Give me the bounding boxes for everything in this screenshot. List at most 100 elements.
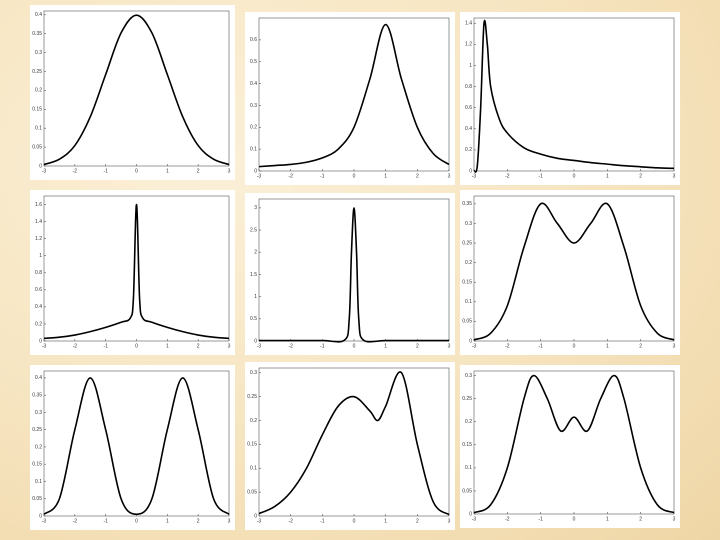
chart-panel: -3 -2 -1 0 1 2 3 0 0.5 1 1.5 2 2.5 3 [245, 193, 455, 355]
y-tick-label: 1.2 [465, 42, 472, 48]
x-tick-label: 2 [416, 343, 419, 349]
x-tick-label: -3 [472, 516, 477, 522]
y-tick-label: 0.3 [250, 103, 257, 109]
density-line [258, 23, 450, 168]
x-tick-label: 3 [228, 343, 231, 349]
y-tick-label: 1.2 [35, 236, 42, 242]
chart-panel: -3 -2 -1 0 1 2 3 0 0.1 0.2 0.3 0.4 0.5 0.6 [245, 12, 455, 185]
y-tick-label: 1 [469, 63, 472, 69]
x-tick-label: 0 [353, 173, 356, 179]
y-tick-label: 0.2 [465, 147, 472, 153]
y-tick-label: 0.4 [35, 304, 42, 310]
x-tick-label: 0 [135, 343, 138, 349]
y-tick-label: 0.15 [32, 462, 42, 468]
x-tick-label: -1 [103, 343, 108, 349]
y-tick-label: 0.1 [250, 146, 257, 152]
y-tick-label: 0.15 [32, 107, 42, 113]
x-tick-label: 2 [197, 518, 200, 524]
y-tick-label: 0.5 [250, 59, 257, 65]
panel-background [30, 5, 235, 180]
y-tick-label: 0 [254, 513, 257, 519]
x-tick-label: -1 [320, 173, 325, 179]
y-tick-label: 0.2 [35, 88, 42, 94]
x-tick-label: -3 [472, 343, 477, 349]
panel-background [30, 190, 235, 355]
x-tick-label: -3 [42, 343, 47, 349]
y-tick-label: 0 [469, 168, 472, 174]
x-tick-label: -3 [472, 173, 477, 179]
x-tick-label: 0 [573, 173, 576, 179]
density-line [258, 371, 450, 516]
x-tick-label: 2 [197, 343, 200, 349]
y-tick-label: 0.5 [250, 316, 257, 322]
y-tick-label: 1 [39, 253, 42, 259]
x-tick-label: 2 [639, 343, 642, 349]
y-tick-label: 0.6 [250, 37, 257, 43]
y-tick-label: 0.1 [35, 479, 42, 485]
x-tick-label: -2 [505, 173, 510, 179]
x-tick-label: 2 [416, 518, 419, 524]
y-tick-label: 0.2 [35, 444, 42, 450]
x-tick-label: 3 [673, 173, 676, 179]
x-tick-label: -2 [288, 518, 293, 524]
y-tick-label: 0.35 [462, 201, 472, 207]
y-tick-label: 0.1 [250, 466, 257, 472]
panel-background [460, 12, 680, 185]
x-tick-label: 2 [197, 168, 200, 174]
y-tick-label: 0.25 [462, 396, 472, 402]
y-tick-label: 2.5 [250, 227, 257, 233]
density-line [473, 374, 675, 514]
density-line [259, 207, 449, 343]
chart-panel: -3 -2 -1 0 1 2 3 0 0.05 0.1 0.15 0.2 0.25 0.3 [460, 365, 680, 528]
y-tick-label: 0 [39, 338, 42, 344]
x-tick-label: 2 [416, 173, 419, 179]
y-tick-label: 0.3 [465, 373, 472, 379]
x-tick-label: 1 [166, 343, 169, 349]
chart-panel: -3 -2 -1 0 1 2 3 0 0.2 0.4 0.6 0.8 1 1.2 1.4 1.6 [30, 190, 235, 355]
y-tick-label: 0.15 [247, 442, 257, 448]
y-tick-label: 0.25 [462, 240, 472, 246]
y-tick-label: 0.4 [35, 375, 42, 381]
x-tick-label: -1 [538, 173, 543, 179]
x-tick-label: -2 [505, 343, 510, 349]
x-tick-label: -1 [103, 518, 108, 524]
x-tick-label: -3 [257, 343, 262, 349]
x-tick-label: -3 [42, 168, 47, 174]
x-tick-label: -2 [73, 343, 78, 349]
chart-panel: -3 -2 -1 0 1 2 3 0 0.05 0.1 0.15 0.2 0.25 0.3 0.35 0.4 [30, 5, 235, 180]
x-tick-label: -3 [257, 518, 262, 524]
y-tick-label: 0.05 [462, 319, 472, 325]
x-tick-label: 2 [639, 173, 642, 179]
y-tick-label: 0 [254, 168, 257, 174]
density-line [43, 203, 230, 340]
x-tick-label: 1 [384, 518, 387, 524]
y-tick-label: 0.15 [462, 280, 472, 286]
x-tick-label: 3 [673, 516, 676, 522]
y-tick-label: 0.05 [247, 489, 257, 495]
chart-panel: -3 -2 -1 0 1 2 3 0 0.2 0.4 0.6 0.8 1 1.2 1.4 [460, 12, 680, 185]
y-tick-label: 0 [39, 513, 42, 519]
y-tick-label: 0.3 [35, 50, 42, 56]
x-tick-label: 0 [353, 518, 356, 524]
y-tick-label: 0 [39, 163, 42, 169]
x-tick-label: 1 [384, 173, 387, 179]
chart-panel: -3 -2 -1 0 1 2 3 0 0.05 0.1 0.15 0.2 0.25 0.3 [245, 362, 455, 530]
x-tick-label: -3 [42, 518, 47, 524]
x-tick-label: 1 [606, 173, 609, 179]
x-tick-label: 3 [448, 173, 451, 179]
density-line [43, 14, 230, 166]
panel-background [460, 190, 680, 355]
x-tick-label: 2 [639, 516, 642, 522]
x-tick-label: 0 [573, 343, 576, 349]
x-tick-label: 1 [606, 343, 609, 349]
x-tick-label: 3 [228, 168, 231, 174]
x-tick-label: 1 [166, 168, 169, 174]
x-tick-label: 3 [673, 343, 676, 349]
y-tick-label: 0.1 [35, 126, 42, 132]
x-tick-label: 1 [166, 518, 169, 524]
x-tick-label: 0 [573, 516, 576, 522]
chart-panel: -3 -2 -1 0 1 2 3 0 0.05 0.1 0.15 0.2 0.25 0.3 0.35 0.4 [30, 365, 235, 530]
x-tick-label: -1 [103, 168, 108, 174]
y-tick-label: 0.2 [250, 418, 257, 424]
